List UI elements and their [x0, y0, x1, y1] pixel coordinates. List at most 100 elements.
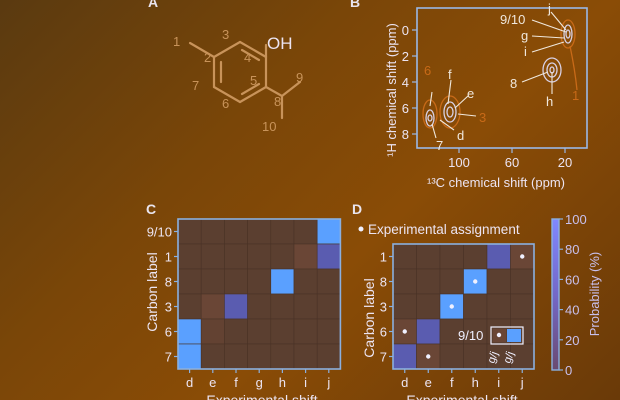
- heatmap-cell: [510, 293, 535, 320]
- heatmap-cell: [293, 293, 318, 320]
- heatmap-cell: [392, 243, 417, 270]
- heatmap-cell: [224, 218, 248, 245]
- molecule-structure: [188, 40, 302, 120]
- peak-label: 1: [572, 88, 579, 103]
- peak-label: 9/10: [500, 12, 525, 27]
- col-label: d: [186, 375, 193, 390]
- peak-label: 7: [436, 138, 443, 153]
- heatmap-cell: [177, 293, 202, 320]
- heatmap-cell: [224, 343, 248, 370]
- atom-number: 10: [262, 119, 276, 134]
- heatmap-cell: [247, 243, 272, 270]
- contours-aromatic: [422, 95, 461, 129]
- heatmap-cell: [293, 343, 318, 370]
- heatmap-cell: [224, 318, 248, 345]
- heatmap-cell: [200, 318, 225, 345]
- heatmap-cell: [486, 293, 511, 320]
- row-label: 8: [165, 275, 172, 290]
- col-label: e: [209, 375, 216, 390]
- row-label: 3: [380, 300, 387, 315]
- heatmap-cell: [247, 268, 272, 295]
- row-label: 8: [380, 275, 387, 290]
- heatmap-cell: [200, 343, 225, 370]
- colorbar-tick-label: 100: [565, 212, 587, 227]
- colorbar: [551, 218, 560, 371]
- col-label: d: [401, 375, 408, 390]
- nmr-ytick: 4: [402, 75, 409, 90]
- heatmap-cell: [200, 293, 225, 320]
- atom-number: 3: [222, 27, 229, 42]
- peak-label: i: [524, 44, 527, 59]
- inset-col: g/j: [502, 350, 517, 365]
- atom-number: 2: [204, 50, 211, 65]
- heatmap-cell: [510, 268, 535, 295]
- heatmap-cell: [416, 268, 441, 295]
- heatmap-c-xlabel: Experimental shift: [206, 392, 317, 400]
- heatmap-cell: [416, 318, 441, 345]
- heatmap-cell: [177, 343, 202, 370]
- atom-number: 6: [222, 96, 229, 111]
- assignment-dot: [449, 304, 454, 309]
- double-bond: [240, 48, 261, 62]
- heatmap-cell: [486, 268, 511, 295]
- atom-number: 5: [250, 73, 257, 88]
- heatmap-cell: [316, 243, 341, 270]
- assignment-dot: [520, 254, 525, 259]
- colorbar-tick-label: 40: [565, 303, 579, 318]
- assignment-dot: [402, 329, 407, 334]
- heatmap-cell: [224, 243, 248, 270]
- atom-number: 1: [173, 34, 180, 49]
- col-label: h: [279, 375, 286, 390]
- inset-dot: [496, 332, 502, 338]
- bond-9: [280, 80, 302, 98]
- heatmap-cell: [177, 268, 202, 295]
- bond: [212, 40, 242, 59]
- nmr-ytick: 2: [402, 49, 409, 64]
- col-label: g: [256, 375, 263, 390]
- colorbar-tick-label: 80: [565, 242, 579, 257]
- bond: [238, 85, 268, 104]
- inset-cell: [507, 329, 521, 342]
- heatmap-cell: [247, 343, 272, 370]
- heatmap-cell: [270, 268, 295, 295]
- oh-label: OH: [267, 34, 293, 53]
- nmr-xtick: 60: [505, 155, 519, 170]
- nmr-ytick: 0: [402, 23, 409, 38]
- heatmap-cell: [316, 293, 341, 320]
- col-label: f: [234, 375, 238, 390]
- heatmap-cell: [486, 243, 511, 270]
- row-label: 6: [165, 325, 172, 340]
- row-label: 3: [165, 300, 172, 315]
- nmr-xtick: 20: [558, 155, 572, 170]
- heatmap-cell: [200, 218, 225, 245]
- heatmap-cell: [224, 293, 248, 320]
- col-label: j: [326, 375, 330, 390]
- colorbar-tick-label: 20: [565, 333, 579, 348]
- bond: [238, 40, 268, 59]
- atom-number: 9: [296, 70, 303, 85]
- nmr-xtick: 100: [448, 155, 470, 170]
- heatmap-c-ylabel: Carbon label: [144, 252, 160, 331]
- nmr-spectrum: 0 2 4 6 8 100 60 20 ¹H chemical shift (p…: [384, 1, 588, 190]
- heatmap-cell: [439, 268, 464, 295]
- col-label: h: [472, 375, 479, 390]
- heatmap-cell: [224, 268, 248, 295]
- col-label: j: [520, 375, 524, 390]
- heatmap-c: 9/10 1 8 3 6 7d e f g h i j: [147, 218, 342, 390]
- colorbar-tick-label: 60: [565, 272, 579, 287]
- bond: [212, 85, 242, 104]
- peak-label: j: [547, 1, 551, 16]
- panel-label-a: A: [148, 0, 159, 10]
- peak-label: e: [467, 86, 474, 101]
- peak-label: 3: [479, 110, 486, 125]
- double-bond: [240, 82, 261, 96]
- heatmap-cell: [463, 343, 488, 370]
- col-label: i: [304, 375, 307, 390]
- heatmap-cell: [439, 243, 464, 270]
- heatmap-cell: [200, 268, 225, 295]
- heatmap-d-xlabel: Experimental shift: [406, 392, 517, 400]
- heatmap-cell: [392, 293, 417, 320]
- col-label: f: [450, 375, 454, 390]
- row-label: 9/10: [147, 225, 172, 240]
